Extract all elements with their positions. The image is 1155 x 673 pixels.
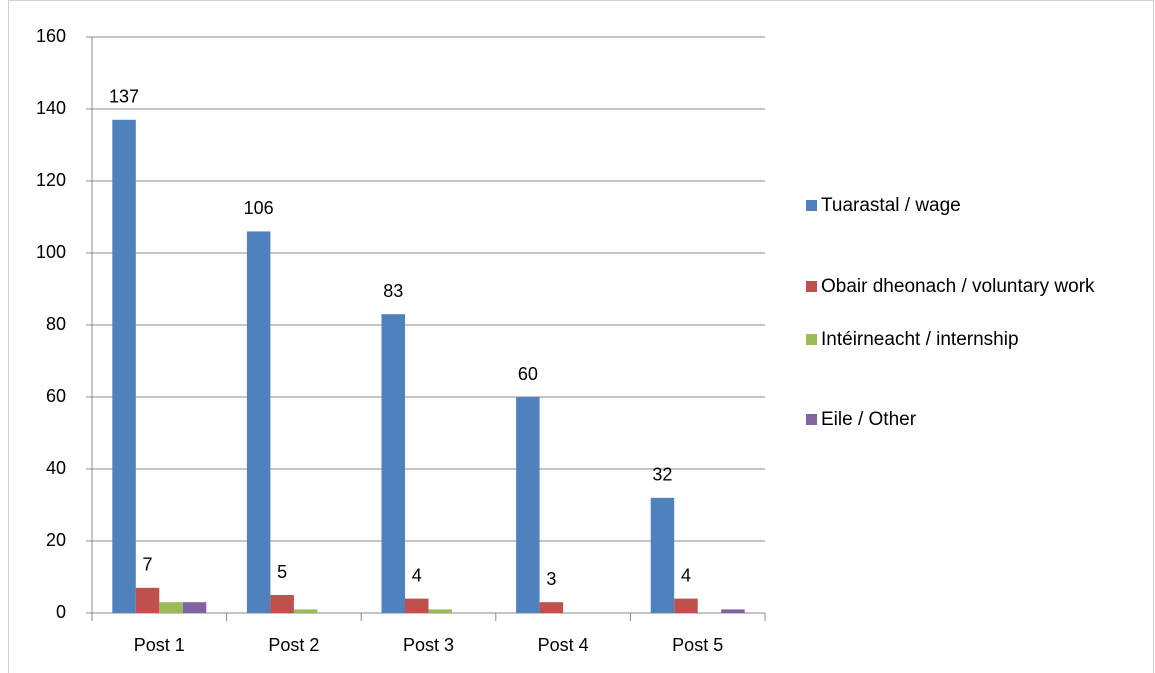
x-tick-label: Post 2 [268, 635, 319, 655]
data-label: 83 [383, 281, 403, 301]
bar [650, 497, 675, 613]
bar [381, 314, 405, 613]
legend-entry: Eile / Other [806, 406, 1136, 433]
bar [182, 602, 207, 613]
legend-swatch [806, 414, 817, 425]
bar [270, 595, 294, 613]
y-tick-label: 60 [46, 386, 66, 406]
legend-entry: Obair dheonach / voluntary work [806, 273, 1136, 300]
data-label: 4 [681, 565, 691, 585]
y-tick-label: 40 [46, 458, 66, 478]
legend-entry: Intéirneacht / internship [806, 326, 1136, 353]
legend-label: Eile / Other [821, 409, 917, 430]
data-label: 32 [652, 465, 672, 485]
y-tick-label: 160 [36, 26, 66, 46]
bar [428, 609, 452, 613]
legend-label: Tuarastal / wage [821, 195, 961, 216]
x-tick-label: Post 3 [403, 635, 454, 655]
legend-label: Obair dheonach / voluntary work [821, 276, 1095, 297]
bar [721, 609, 745, 613]
bar [674, 598, 698, 613]
y-tick-label: 140 [36, 98, 66, 118]
data-label: 7 [143, 555, 153, 575]
data-label: 60 [518, 364, 538, 384]
data-label: 5 [277, 562, 287, 582]
legend-swatch [806, 334, 817, 345]
data-label: 137 [109, 87, 139, 107]
x-tick-label: Post 5 [672, 635, 723, 655]
y-tick-label: 120 [36, 170, 66, 190]
y-tick-label: 20 [46, 530, 66, 550]
bar [159, 602, 183, 613]
y-tick-label: 100 [36, 242, 66, 262]
data-label: 106 [244, 198, 274, 218]
bar [293, 609, 318, 613]
chart-border [8, 0, 1154, 673]
legend-swatch [806, 281, 817, 292]
legend-entry: Tuarastal / wage [806, 192, 1136, 219]
y-tick-label: 0 [56, 602, 66, 622]
x-tick-label: Post 4 [538, 635, 589, 655]
y-tick-label: 80 [46, 314, 66, 334]
bar [539, 602, 564, 613]
bar [246, 231, 271, 613]
legend-swatch [806, 200, 817, 211]
legend-label: Intéirneacht / internship [821, 329, 1019, 350]
data-label: 4 [412, 565, 422, 585]
bar [405, 598, 429, 613]
bar [516, 397, 540, 613]
data-label: 3 [546, 569, 556, 589]
legend: Tuarastal / wage Obair dheonach / volunta… [806, 192, 1136, 433]
bar [112, 119, 136, 614]
bar [135, 587, 160, 613]
x-tick-label: Post 1 [134, 635, 185, 655]
